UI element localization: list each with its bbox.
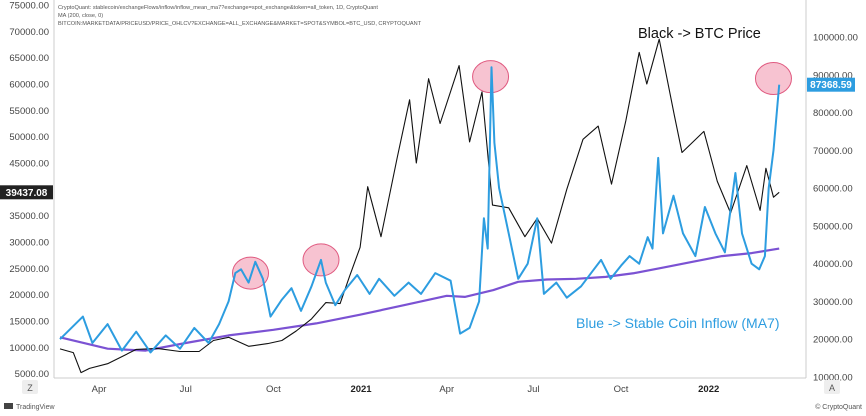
cryptoquant-logo: © CryptoQuant: [815, 403, 862, 411]
left-tick-label: 20000.00: [9, 290, 49, 301]
x-tick-label: Apr: [439, 384, 454, 395]
left-tick-label: 55000.00: [9, 106, 49, 117]
left-tick-label: 5000.00: [15, 369, 49, 380]
left-tick-label: 30000.00: [9, 238, 49, 249]
left-value-badge: 39437.08: [0, 185, 53, 200]
btc-price-line: [59, 38, 780, 374]
right-tick-label: 70000.00: [813, 146, 853, 157]
header-line-3: BITCOIN:MARKETDATA/PRICEUSD/PRICE_OHLCV?…: [58, 21, 422, 27]
left-tick-label: 75000.00: [9, 1, 49, 12]
left-tick-label: 15000.00: [9, 317, 49, 328]
right-tick-label: 60000.00: [813, 184, 853, 195]
right-tick-label: 90000.00: [813, 70, 853, 81]
stablecoin-inflow-line: [59, 66, 781, 354]
left-tick-label: 35000.00: [9, 211, 49, 222]
left-value-badge-text: 39437.08: [6, 188, 48, 199]
x-axis-ticks: Apr Jul Oct 2021 Apr Jul Oct 2022: [92, 384, 720, 395]
ma200-line: [59, 247, 780, 352]
highlight-layer: [232, 60, 792, 290]
x-tick-label: Oct: [266, 384, 281, 395]
left-toggle-label: Z: [27, 383, 33, 393]
header-line-1: CryptoQuant: stablecoin/exchangeFlows/in…: [58, 5, 378, 11]
right-tick-label: 40000.00: [813, 259, 853, 270]
left-tick-label: 25000.00: [9, 264, 49, 275]
auto-scale-toggle-right[interactable]: A: [824, 380, 840, 394]
cryptoquant-label: © CryptoQuant: [815, 403, 862, 411]
right-axis-ticks: 10000.00 20000.00 30000.00 40000.00 50000.00…: [813, 33, 858, 384]
right-value-badge: 87368.59: [807, 77, 855, 92]
right-tick-label: 10000.00: [813, 373, 853, 384]
x-tick-label: Jul: [527, 384, 539, 395]
highlight-circle: [232, 256, 270, 290]
x-tick-label: Oct: [614, 384, 629, 395]
left-tick-label: 60000.00: [9, 80, 49, 91]
x-tick-label: 2022: [698, 384, 719, 395]
log-scale-toggle-left[interactable]: Z: [22, 380, 38, 394]
blue-series-annotation: Blue -> Stable Coin Inflow (MA7): [576, 315, 779, 331]
x-tick-label: 2021: [350, 384, 372, 395]
right-tick-label: 50000.00: [813, 221, 853, 232]
left-tick-label: 70000.00: [9, 27, 49, 38]
highlight-circle: [754, 62, 792, 96]
right-tick-label: 100000.00: [813, 33, 858, 44]
header-line-2: MA (200, close, 0): [58, 13, 103, 19]
right-value-badge-text: 87368.59: [810, 80, 852, 91]
left-tick-label: 65000.00: [9, 53, 49, 64]
left-tick-label: 45000.00: [9, 159, 49, 170]
right-tick-label: 30000.00: [813, 297, 853, 308]
right-tick-label: 20000.00: [813, 335, 853, 346]
tradingview-logo: TradingView: [4, 403, 55, 411]
left-tick-label: 50000.00: [9, 132, 49, 143]
right-toggle-label: A: [829, 383, 835, 393]
x-tick-label: Apr: [92, 384, 107, 395]
tradingview-label: TradingView: [16, 404, 55, 411]
x-tick-label: Jul: [180, 384, 192, 395]
right-tick-label: 80000.00: [813, 108, 853, 119]
black-series-annotation: Black -> BTC Price: [638, 26, 761, 42]
left-tick-label: 10000.00: [9, 343, 49, 354]
